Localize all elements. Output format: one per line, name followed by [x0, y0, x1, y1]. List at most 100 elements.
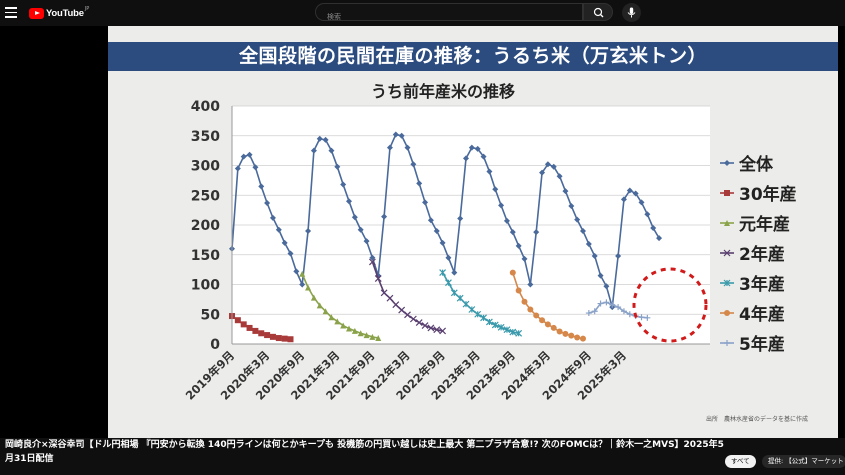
data-point: [585, 241, 592, 248]
legend-label: 元年産: [739, 214, 790, 235]
data-point: [723, 249, 731, 257]
legend-item: 全体: [720, 154, 774, 175]
data-point: [246, 324, 253, 331]
data-point: [357, 226, 364, 233]
data-point: [357, 330, 364, 337]
data-point: [439, 327, 447, 335]
data-point: [346, 198, 352, 205]
data-point: [380, 289, 388, 297]
data-point: [451, 269, 458, 276]
data-point: [427, 324, 435, 332]
data-point: [632, 190, 639, 197]
highlight-circle: [632, 267, 708, 343]
data-point: [486, 168, 493, 175]
y-tick-label: 400: [191, 99, 220, 115]
data-point: [620, 196, 627, 203]
data-point: [724, 160, 730, 166]
youtube-masthead: YouTube JP: [0, 0, 845, 26]
data-point: [416, 180, 423, 187]
data-point: [638, 199, 645, 206]
data-point: [269, 214, 276, 221]
data-point: [574, 334, 581, 341]
youtube-logo-text: YouTube: [46, 7, 84, 19]
data-point: [340, 181, 347, 188]
data-point: [305, 284, 312, 291]
data-point: [269, 333, 276, 340]
data-point: [474, 310, 482, 318]
data-point: [404, 311, 411, 319]
data-point: [468, 144, 475, 151]
y-tick-label: 50: [201, 307, 221, 323]
microphone-icon: [627, 7, 636, 18]
data-point: [363, 238, 370, 245]
data-point: [386, 144, 393, 151]
data-point: [334, 318, 341, 325]
data-point: [258, 330, 265, 337]
data-point: [368, 258, 376, 266]
data-point: [293, 268, 300, 275]
legend-item: 4年産: [720, 304, 785, 325]
data-point: [723, 279, 731, 287]
data-point: [398, 306, 406, 314]
data-point: [287, 250, 294, 257]
data-point: [340, 322, 347, 329]
data-point: [287, 336, 294, 343]
data-point: [480, 153, 487, 160]
data-point: [375, 335, 382, 342]
data-point: [539, 169, 546, 176]
data-point: [316, 135, 323, 142]
data-point: [439, 269, 447, 277]
data-point: [620, 308, 627, 315]
data-point: [515, 242, 522, 249]
data-point: [533, 312, 540, 319]
slide-banner-title: 全国段階の民間在庫の推移：うるち米（万玄米トン）: [108, 42, 838, 71]
data-point: [724, 190, 730, 196]
data-point: [322, 308, 329, 315]
data-point: [234, 317, 241, 324]
data-point: [644, 211, 651, 218]
series-3年産: [439, 269, 523, 337]
data-point: [580, 227, 586, 234]
data-point: [398, 132, 405, 139]
data-point: [258, 183, 265, 190]
data-point: [585, 310, 592, 317]
data-point: [724, 220, 730, 226]
search-box[interactable]: [315, 3, 583, 22]
data-point: [468, 306, 476, 313]
y-tick-label: 150: [191, 248, 220, 264]
data-point: [539, 317, 546, 324]
data-point: [480, 314, 487, 322]
data-point: [626, 187, 633, 194]
filter-chip-all[interactable]: すべて: [725, 455, 756, 468]
data-point: [299, 270, 306, 277]
data-point: [369, 333, 376, 340]
data-point: [626, 311, 633, 318]
data-point: [422, 199, 429, 206]
search-button[interactable]: [583, 3, 613, 21]
data-point: [603, 299, 610, 306]
data-point: [281, 239, 288, 246]
data-point: [615, 252, 622, 259]
legend-item: 5年産: [720, 334, 785, 355]
data-point: [351, 327, 358, 334]
data-point: [392, 301, 400, 309]
filter-chip-provider[interactable]: 提供: 【公式】マーケット: [762, 455, 845, 468]
youtube-logo[interactable]: YouTube JP: [29, 6, 89, 19]
data-point: [527, 306, 534, 313]
data-point: [299, 281, 306, 288]
search-input[interactable]: [325, 12, 569, 22]
series-2年産: [368, 258, 447, 335]
voice-search-button[interactable]: [622, 3, 641, 22]
legend-item: 元年産: [720, 214, 790, 235]
data-point: [240, 153, 247, 160]
data-point: [724, 340, 730, 346]
hamburger-menu-icon[interactable]: [5, 7, 17, 19]
data-point: [498, 202, 505, 209]
data-point: [544, 321, 551, 328]
series-4年産: [509, 269, 586, 342]
legend-label: 5年産: [739, 334, 785, 355]
video-title: 岡崎良介×深谷幸司【ドル円相場 『円安から転換 140円ラインは何とかキープも …: [5, 440, 724, 464]
data-point: [562, 188, 569, 195]
data-point: [580, 335, 586, 342]
data-point: [515, 329, 523, 337]
